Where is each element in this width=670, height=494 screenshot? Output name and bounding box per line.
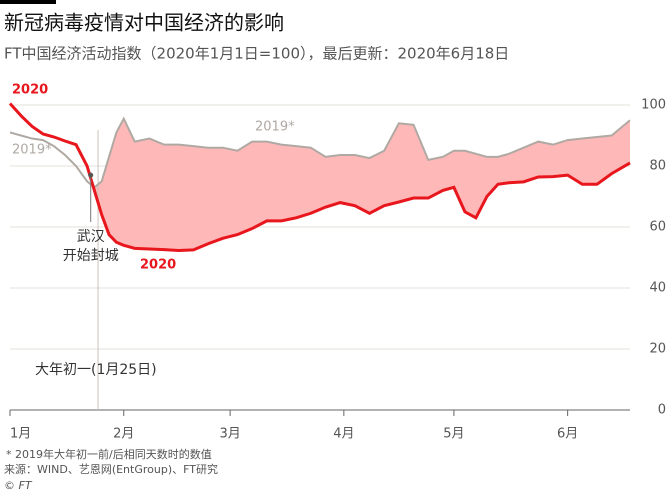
y-tick-label: 100 <box>641 98 666 113</box>
brand-bar <box>0 0 56 4</box>
gap-area <box>94 118 630 251</box>
series-label: 2020 <box>12 83 48 98</box>
x-tick-label: 3月 <box>219 427 240 442</box>
series-label: 2019* <box>12 143 52 158</box>
source: 来源：WIND、艺恩网(EntGroup)、FT研究 <box>4 462 218 476</box>
x-tick-label: 6月 <box>557 427 578 442</box>
chart-title: 新冠病毒疫情对中国经济的影响 <box>4 11 284 35</box>
series-label: 2019* <box>255 120 295 135</box>
x-tick-label: 4月 <box>333 427 354 442</box>
y-tick-label: 40 <box>649 281 666 296</box>
annotation: 大年初一(1月25日) <box>35 361 157 378</box>
line-0 <box>8 102 631 252</box>
x-tick-label: 2月 <box>113 427 134 442</box>
annotation: 开始封城 <box>63 248 119 264</box>
y-tick-label: 20 <box>649 342 666 357</box>
footnote: * 2019年大年初一前/后相同天数时的数值 <box>6 447 212 461</box>
x-tick-label: 1月 <box>10 427 31 442</box>
y-tick-label: 80 <box>649 159 666 174</box>
annotation: 武汉 <box>77 229 105 245</box>
y-tick-label: 0 <box>658 403 666 418</box>
annotation-dot <box>88 172 94 178</box>
credit: © FT <box>4 479 33 492</box>
x-tick-label: 5月 <box>443 427 464 442</box>
series-label: 2020 <box>140 258 176 273</box>
y-tick-label: 60 <box>649 220 666 235</box>
chart-subtitle: FT中国经济活动指数（2020年1月1日=100），最后更新：2020年6月18… <box>4 45 509 63</box>
